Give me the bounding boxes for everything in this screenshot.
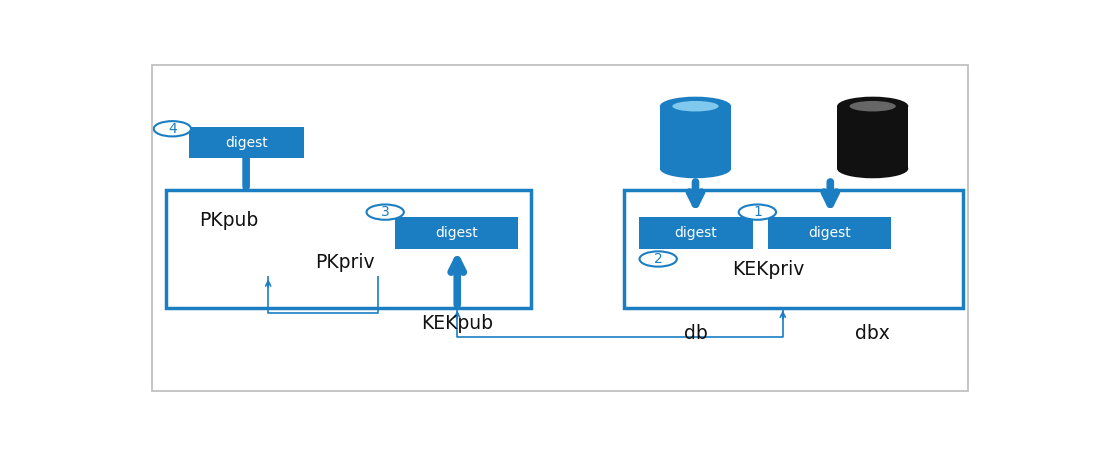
Text: 4: 4 <box>168 122 177 136</box>
Text: PKpub: PKpub <box>199 212 258 230</box>
Bar <box>768 217 892 249</box>
Text: digest: digest <box>225 136 268 150</box>
Bar <box>189 127 304 158</box>
Text: 1: 1 <box>753 205 761 219</box>
Bar <box>660 106 731 169</box>
Ellipse shape <box>837 159 908 178</box>
Circle shape <box>738 204 776 220</box>
Circle shape <box>366 204 404 220</box>
Text: 3: 3 <box>381 205 389 219</box>
Bar <box>625 189 964 308</box>
Text: PKpriv: PKpriv <box>315 253 374 272</box>
Text: 2: 2 <box>654 252 663 266</box>
Ellipse shape <box>673 101 719 111</box>
Bar <box>837 106 908 169</box>
Ellipse shape <box>660 159 731 178</box>
Text: db: db <box>684 324 708 343</box>
Ellipse shape <box>660 97 731 116</box>
Bar <box>639 217 753 249</box>
Text: KEKpub: KEKpub <box>421 314 493 333</box>
Bar <box>166 189 531 308</box>
Text: digest: digest <box>675 226 718 240</box>
Circle shape <box>153 121 191 136</box>
Bar <box>395 217 519 249</box>
Text: dbx: dbx <box>856 324 891 343</box>
Text: digest: digest <box>435 226 478 240</box>
Circle shape <box>640 251 677 267</box>
Ellipse shape <box>850 101 896 111</box>
Text: KEKpriv: KEKpriv <box>732 260 804 279</box>
Text: digest: digest <box>808 226 851 240</box>
Ellipse shape <box>837 97 908 116</box>
